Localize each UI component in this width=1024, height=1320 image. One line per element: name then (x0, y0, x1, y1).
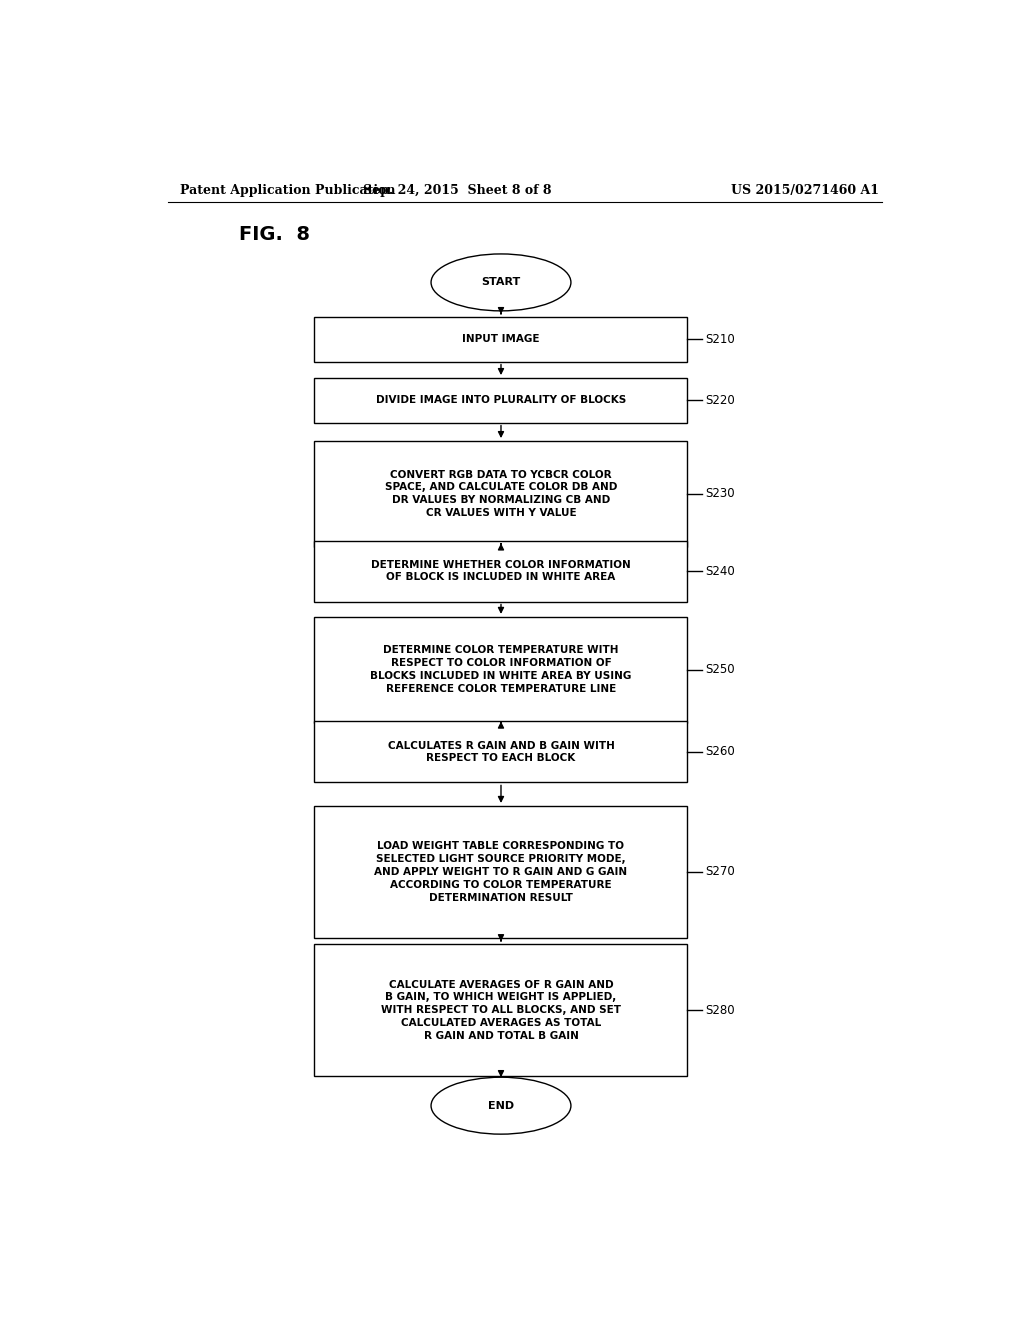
Ellipse shape (431, 253, 571, 312)
Text: END: END (487, 1101, 514, 1110)
FancyBboxPatch shape (314, 616, 687, 722)
Text: START: START (481, 277, 520, 288)
Text: S250: S250 (705, 663, 734, 676)
Text: S230: S230 (705, 487, 734, 500)
Text: CALCULATES R GAIN AND B GAIN WITH
RESPECT TO EACH BLOCK: CALCULATES R GAIN AND B GAIN WITH RESPEC… (387, 741, 614, 763)
Ellipse shape (431, 1077, 571, 1134)
FancyBboxPatch shape (314, 441, 687, 546)
FancyBboxPatch shape (314, 317, 687, 362)
Text: S260: S260 (705, 746, 734, 759)
Text: DETERMINE WHETHER COLOR INFORMATION
OF BLOCK IS INCLUDED IN WHITE AREA: DETERMINE WHETHER COLOR INFORMATION OF B… (371, 560, 631, 582)
Text: INPUT IMAGE: INPUT IMAGE (462, 334, 540, 345)
Text: DETERMINE COLOR TEMPERATURE WITH
RESPECT TO COLOR INFORMATION OF
BLOCKS INCLUDED: DETERMINE COLOR TEMPERATURE WITH RESPECT… (371, 645, 632, 694)
Text: S240: S240 (705, 565, 734, 578)
Text: LOAD WEIGHT TABLE CORRESPONDING TO
SELECTED LIGHT SOURCE PRIORITY MODE,
AND APPL: LOAD WEIGHT TABLE CORRESPONDING TO SELEC… (375, 841, 628, 903)
Text: S270: S270 (705, 866, 734, 878)
Text: DIVIDE IMAGE INTO PLURALITY OF BLOCKS: DIVIDE IMAGE INTO PLURALITY OF BLOCKS (376, 395, 626, 405)
Text: CONVERT RGB DATA TO YCBCR COLOR
SPACE, AND CALCULATE COLOR DB AND
DR VALUES BY N: CONVERT RGB DATA TO YCBCR COLOR SPACE, A… (385, 470, 617, 517)
FancyBboxPatch shape (314, 378, 687, 422)
Text: FIG.  8: FIG. 8 (240, 226, 310, 244)
Text: CALCULATE AVERAGES OF R GAIN AND
B GAIN, TO WHICH WEIGHT IS APPLIED,
WITH RESPEC: CALCULATE AVERAGES OF R GAIN AND B GAIN,… (381, 979, 621, 1040)
Text: S210: S210 (705, 333, 734, 346)
FancyBboxPatch shape (314, 944, 687, 1076)
FancyBboxPatch shape (314, 541, 687, 602)
FancyBboxPatch shape (314, 805, 687, 939)
Text: Sep. 24, 2015  Sheet 8 of 8: Sep. 24, 2015 Sheet 8 of 8 (364, 185, 552, 198)
Text: Patent Application Publication: Patent Application Publication (179, 185, 395, 198)
FancyBboxPatch shape (314, 722, 687, 783)
Text: S220: S220 (705, 393, 734, 407)
Text: US 2015/0271460 A1: US 2015/0271460 A1 (731, 185, 880, 198)
Text: S280: S280 (705, 1003, 734, 1016)
